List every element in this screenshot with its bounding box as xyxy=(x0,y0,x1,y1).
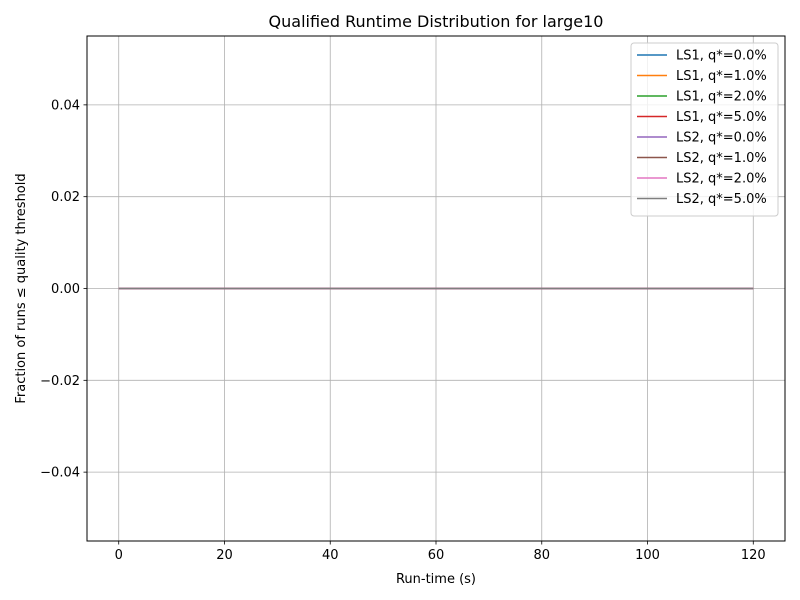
legend-label: LS1, q*=2.0% xyxy=(676,90,767,105)
legend-label: LS2, q*=1.0% xyxy=(676,151,767,166)
legend: LS1, q*=0.0% LS1, q*=1.0% LS1, q*=2.0% LS1,… xyxy=(630,42,779,217)
x-axis-label: Run-time (s) xyxy=(396,572,476,587)
y-tick-label: −0.04 xyxy=(40,466,80,481)
x-tick-label: 0 xyxy=(115,548,123,563)
legend-label: LS1, q*=1.0% xyxy=(676,69,767,84)
x-tick-label: 60 xyxy=(428,548,445,563)
x-tick-label: 20 xyxy=(216,548,233,563)
y-axis-ticks: −0.04 −0.02 0.00 0.02 0.04 xyxy=(40,98,87,481)
x-tick-label: 100 xyxy=(635,548,660,563)
x-tick-label: 120 xyxy=(741,548,766,563)
y-tick-label: 0.02 xyxy=(51,190,80,205)
y-tick-label: 0.04 xyxy=(51,98,80,113)
x-tick-label: 40 xyxy=(322,548,339,563)
chart-title: Qualified Runtime Distribution for large… xyxy=(269,12,604,31)
y-tick-label: −0.02 xyxy=(40,374,80,389)
legend-label: LS2, q*=0.0% xyxy=(676,131,767,146)
y-tick-label: 0.00 xyxy=(51,282,80,297)
legend-label: LS1, q*=5.0% xyxy=(676,110,767,125)
x-axis-ticks: 0 20 40 60 80 100 120 xyxy=(115,541,766,563)
x-tick-label: 80 xyxy=(533,548,550,563)
y-axis-label: Fraction of runs ≤ quality threshold xyxy=(14,173,29,403)
legend-label: LS2, q*=5.0% xyxy=(676,192,767,207)
legend-box xyxy=(630,42,779,217)
legend-label: LS2, q*=2.0% xyxy=(676,172,767,187)
legend-label: LS1, q*=0.0% xyxy=(676,49,767,64)
